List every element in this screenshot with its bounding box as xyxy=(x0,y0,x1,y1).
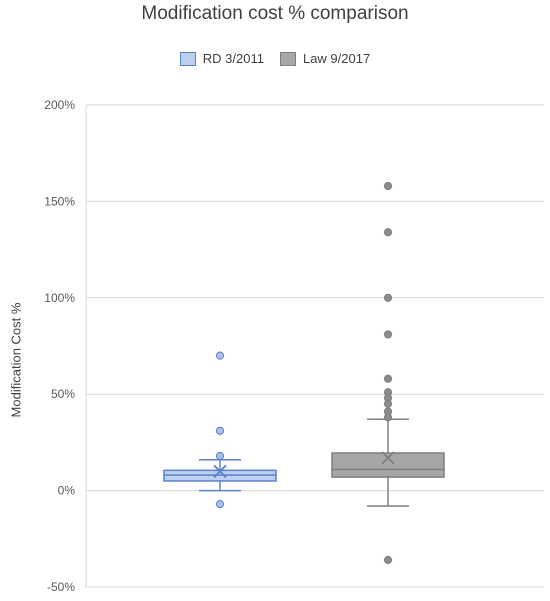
y-tick-label: 0% xyxy=(58,484,76,498)
box-law-2017 xyxy=(331,452,445,478)
outlier-point-rd-2011 xyxy=(215,351,225,360)
outlier-point-law-2017 xyxy=(383,399,393,408)
mean-marker-law-2017 xyxy=(381,451,395,465)
legend-swatch-law-2017 xyxy=(279,51,296,66)
outlier-point-law-2017 xyxy=(383,181,393,191)
outlier-point-law-2017 xyxy=(383,555,393,565)
outlier-point-rd-2011 xyxy=(215,499,225,509)
legend-item-law-2017: Law 9/2017 xyxy=(279,51,371,66)
legend-label-law-2017: Law 9/2017 xyxy=(302,51,371,66)
y-tick-label: 200% xyxy=(44,98,75,112)
legend: RD 3/2011 Law 9/2017 xyxy=(0,51,550,66)
outlier-point-rd-2011 xyxy=(215,451,225,460)
y-tick-label: 150% xyxy=(44,194,75,208)
y-tick-label: -50% xyxy=(47,580,75,594)
chart-title: Modification cost % comparison xyxy=(141,3,409,24)
outlier-point-law-2017 xyxy=(383,228,393,237)
y-tick-label: 50% xyxy=(51,387,75,401)
outlier-point-law-2017 xyxy=(383,374,393,383)
legend-label-rd-2011: RD 3/2011 xyxy=(202,51,264,66)
outlier-point-law-2017 xyxy=(383,330,393,339)
y-tick-label: 100% xyxy=(44,291,75,305)
legend-swatch-rd-2011 xyxy=(179,51,196,66)
outlier-point-law-2017 xyxy=(383,293,393,302)
outlier-point-law-2017 xyxy=(383,413,393,422)
mean-marker-rd-2011 xyxy=(213,464,227,478)
legend-item-rd-2011: RD 3/2011 xyxy=(179,51,264,66)
outlier-point-rd-2011 xyxy=(215,426,225,435)
